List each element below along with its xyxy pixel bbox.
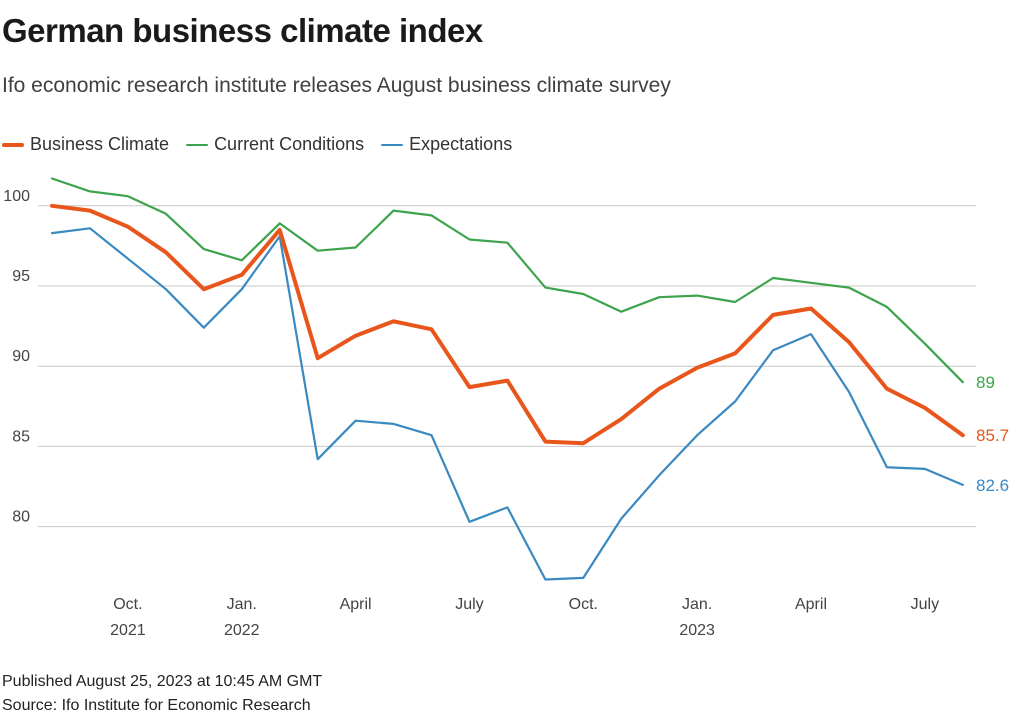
y-tick-label: 80 — [12, 509, 30, 526]
legend-swatch-business-climate — [2, 142, 24, 147]
x-tick-label: Oct. — [113, 596, 142, 613]
y-tick-label: 100 — [3, 188, 30, 205]
legend-swatch-current-conditions — [186, 143, 209, 146]
y-tick-label: 95 — [12, 268, 30, 285]
legend-label-current-conditions: Current Conditions — [214, 134, 365, 154]
legend-item-current-conditions: Current Conditions — [186, 134, 364, 155]
x-tick-label: July — [911, 596, 939, 613]
x-tick-label: Oct. — [569, 596, 598, 613]
x-tick-label: April — [795, 596, 827, 613]
x-tick-sublabel: 2022 — [224, 622, 260, 639]
x-tick-label: Jan. — [227, 596, 257, 613]
source-note: Source: Ifo Institute for Economic Resea… — [2, 697, 311, 714]
series-line-business-climate — [50, 203, 965, 446]
chart-title: German business climate index — [2, 12, 483, 49]
line-chart: 80 85 90 95 100 Oct. 2021 Jan. 2022 April July Oct.… — [3, 177, 1009, 639]
legend-swatch-expectations — [381, 143, 404, 146]
x-tick-label: April — [340, 596, 372, 613]
y-tick-label: 90 — [12, 348, 30, 365]
series-line-expectations — [50, 227, 964, 581]
published-note: Published August 25, 2023 at 10:45 AM GM… — [2, 673, 323, 690]
chart-subtitle: Ifo economic research institute releases… — [2, 74, 671, 97]
x-tick-sublabel: 2023 — [679, 622, 715, 639]
legend: Business Climate Current Conditions Expe… — [2, 134, 529, 155]
end-label-business-climate: 85.7 — [976, 426, 1009, 445]
x-tick-label: July — [455, 596, 483, 613]
x-tick-sublabel: 2021 — [110, 622, 146, 639]
series-line-current-conditions — [50, 177, 964, 384]
legend-label-business-climate: Business Climate — [30, 134, 170, 154]
x-tick-label: Jan. — [682, 596, 712, 613]
y-tick-label: 85 — [12, 428, 30, 445]
legend-item-expectations: Expectations — [381, 134, 512, 155]
legend-item-business-climate: Business Climate — [2, 134, 169, 155]
end-label-expectations: 82.6 — [976, 476, 1009, 495]
legend-label-expectations: Expectations — [409, 134, 513, 154]
end-label-current-conditions: 89 — [976, 373, 995, 392]
